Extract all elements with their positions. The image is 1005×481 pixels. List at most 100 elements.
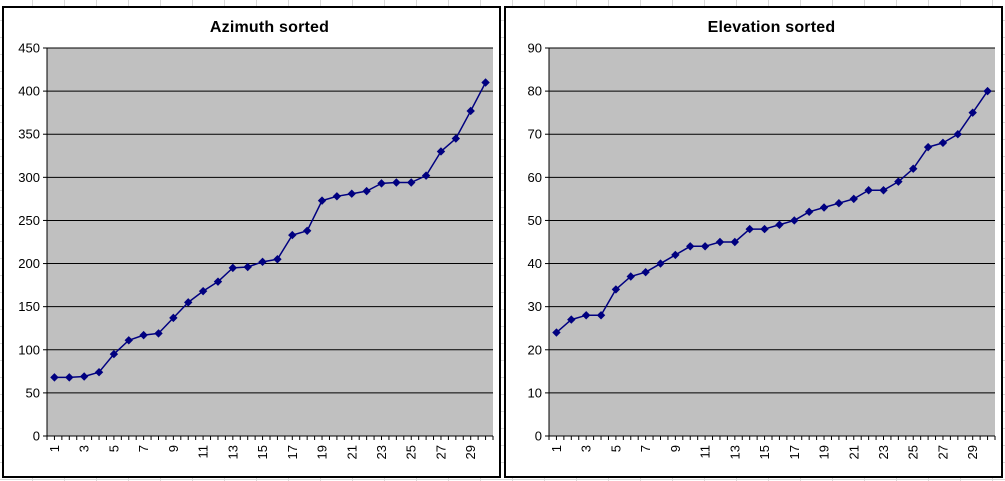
data-point-marker: [466, 106, 475, 116]
data-point-marker: [849, 194, 858, 204]
data-point-marker: [552, 328, 561, 337]
data-series-line: [555, 90, 989, 334]
y-axis-label: 10: [528, 385, 542, 400]
y-axis-label: 0: [33, 429, 40, 444]
x-axis-label: 25: [404, 445, 419, 459]
data-point-marker: [834, 198, 844, 208]
x-axis-label: 23: [876, 445, 891, 459]
y-axis-label: 80: [528, 84, 542, 99]
chart-title: Elevation sorted: [707, 19, 836, 36]
data-point-marker: [864, 186, 873, 195]
data-point-marker: [641, 267, 650, 277]
data-point-marker: [581, 311, 591, 320]
data-point-marker: [671, 250, 680, 260]
data-point-marker: [567, 315, 576, 324]
data-point-marker: [317, 196, 327, 205]
data-point-marker: [953, 130, 963, 139]
data-point-marker: [362, 186, 371, 196]
x-axis-label: 5: [106, 445, 121, 452]
x-axis-label: 27: [433, 445, 448, 459]
y-axis-label: 250: [18, 213, 40, 228]
x-axis-label: 3: [579, 445, 594, 452]
x-axis-label: 19: [315, 445, 330, 459]
chart-title: Azimuth sorted: [209, 19, 330, 36]
data-point-marker: [775, 220, 784, 229]
data-point-marker: [700, 242, 710, 251]
x-axis-label: 25: [906, 445, 921, 459]
x-axis-label: 9: [668, 445, 683, 452]
data-point-marker: [938, 138, 948, 148]
x-axis-label: 17: [285, 445, 300, 459]
y-axis-label: 300: [18, 170, 40, 185]
data-point-marker: [983, 86, 992, 96]
x-axis-label: 21: [344, 445, 359, 459]
data-point-marker: [745, 224, 754, 234]
data-point-marker: [760, 224, 769, 234]
x-axis-label: 9: [166, 445, 181, 452]
y-axis-label: 90: [528, 41, 542, 56]
x-axis-label: 1: [549, 445, 564, 452]
y-axis-label: 450: [18, 41, 40, 56]
data-point-marker: [909, 164, 918, 173]
x-axis-label: 7: [638, 445, 653, 452]
x-axis-label: 13: [225, 445, 240, 459]
x-axis-label: 11: [196, 445, 211, 459]
data-point-marker: [421, 171, 431, 180]
x-axis-label: 1: [47, 445, 62, 452]
data-point-marker: [50, 373, 59, 382]
elevation-chart-panel: Elevation sorted 0 10 20 30 40 50 60 70 80 90 1 3 5 7…: [504, 6, 1003, 478]
data-point-marker: [79, 372, 89, 381]
data-point-marker: [139, 330, 148, 340]
x-axis-label: 5: [608, 445, 623, 452]
plot-area: [47, 48, 493, 436]
x-axis-label: 17: [787, 445, 802, 459]
y-axis-label: 30: [528, 299, 542, 314]
x-axis-label: 29: [965, 445, 980, 459]
x-axis-label: 21: [846, 445, 861, 459]
data-point-marker: [184, 298, 193, 307]
y-axis-label: 50: [528, 213, 542, 228]
data-point-marker: [332, 192, 342, 201]
data-point-marker: [790, 216, 799, 225]
data-point-marker: [923, 142, 933, 152]
x-axis-label: 15: [255, 445, 270, 459]
y-axis-label: 40: [528, 256, 542, 271]
data-point-marker: [169, 313, 178, 323]
x-axis-label: 27: [935, 445, 950, 459]
data-point-marker: [715, 237, 725, 247]
data-point-marker: [686, 242, 695, 251]
data-point-marker: [407, 178, 416, 187]
data-point-marker: [109, 349, 119, 359]
data-point-marker: [451, 134, 461, 143]
x-axis-label: 11: [698, 445, 713, 459]
data-point-marker: [968, 108, 977, 117]
x-axis-label: 29: [463, 445, 478, 459]
data-point-marker: [819, 203, 829, 212]
data-point-marker: [626, 272, 635, 281]
x-axis-label: 13: [727, 445, 742, 459]
y-axis-label: 200: [18, 256, 40, 271]
data-point-marker: [258, 257, 267, 267]
y-axis-label: 60: [528, 170, 542, 185]
x-axis-label: 15: [757, 445, 772, 459]
data-point-marker: [656, 259, 665, 268]
data-point-marker: [273, 255, 282, 264]
data-point-marker: [288, 230, 297, 240]
y-axis-label: 400: [18, 84, 40, 99]
data-point-marker: [730, 237, 740, 247]
data-point-marker: [804, 207, 814, 217]
data-point-marker: [894, 177, 903, 186]
x-axis-label: 23: [374, 445, 389, 459]
data-point-marker: [154, 329, 163, 338]
data-point-marker: [65, 373, 74, 382]
data-point-marker: [392, 178, 401, 187]
data-point-marker: [198, 286, 208, 296]
data-point-marker: [879, 186, 888, 195]
plot-area: [549, 48, 995, 436]
data-point-marker: [611, 285, 621, 294]
y-axis-label: 0: [535, 429, 542, 444]
data-point-marker: [124, 336, 133, 345]
data-point-marker: [228, 263, 238, 273]
